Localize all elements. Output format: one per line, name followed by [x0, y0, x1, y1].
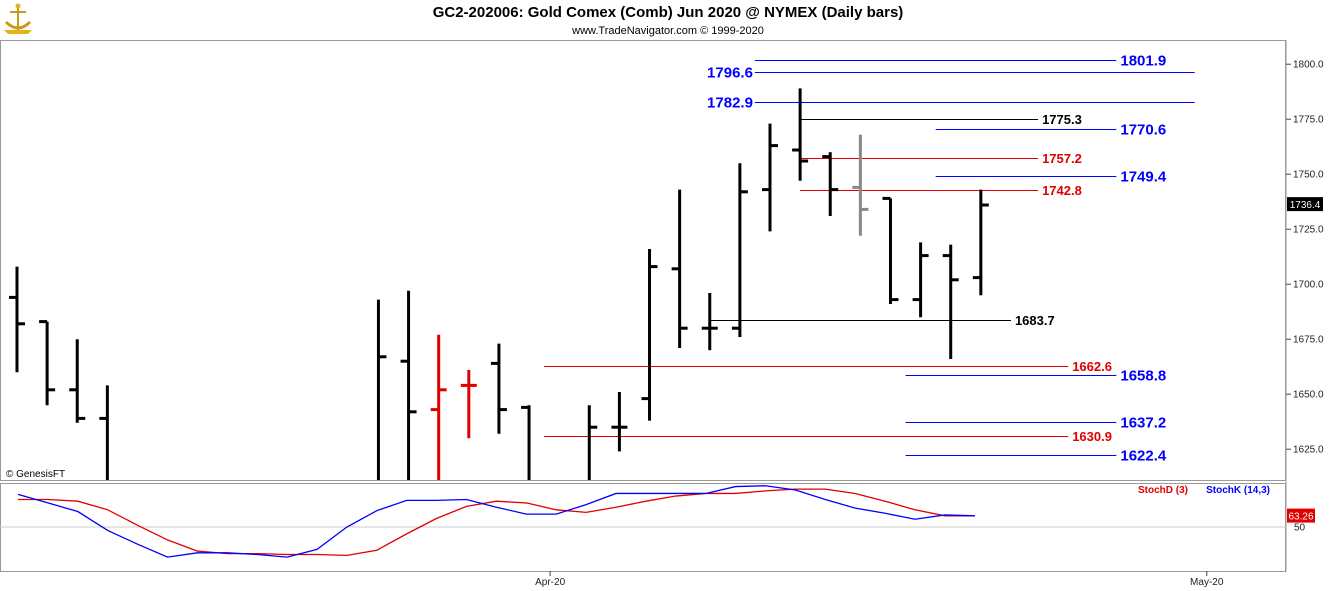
price-axis: 1800.0 1775.0 1750.0 1725.0 1700.0 1675.0 1650… — [1286, 60, 1324, 456]
ohlc-bar — [490, 343, 507, 434]
ohlc-bar — [69, 339, 86, 423]
last-price-label: 1736.4 — [1290, 200, 1321, 211]
ohlc-bar — [942, 244, 959, 359]
y-tick-label: 1800.0 — [1293, 60, 1324, 71]
ohlc-bar — [611, 392, 628, 452]
level-label: 1770.6 — [1120, 122, 1166, 139]
ohlc-bar — [430, 334, 447, 480]
level-label: 1749.4 — [1120, 169, 1167, 186]
stoch-value-box — [1287, 508, 1315, 523]
ohlc-bar — [587, 405, 598, 480]
y-tick-label: 1725.0 — [1293, 225, 1324, 236]
ohlc-bar — [400, 290, 417, 480]
level-label: 1637.2 — [1120, 415, 1166, 432]
chart-subtitle: www.TradeNavigator.com © 1999-2020 — [571, 25, 764, 37]
ohlc-bar — [521, 405, 531, 480]
legend-stochk: StochK (14,3) — [1206, 485, 1270, 496]
level-label: 1683.7 — [1015, 313, 1055, 328]
stoch-series-line — [18, 488, 975, 557]
y-tick-label: 1750.0 — [1293, 170, 1324, 181]
last-price-marker: 1736.4 — [1287, 197, 1323, 212]
ship-logo-icon — [4, 3, 32, 34]
ohlc-bar — [852, 134, 869, 236]
ohlc-bar — [376, 299, 387, 480]
stoch-value-label: 63.26 — [1288, 512, 1313, 523]
ohlc-bar — [912, 242, 929, 318]
ohlc-bar — [671, 189, 688, 348]
level-label: 1757.2 — [1042, 151, 1082, 166]
price-bars — [9, 88, 989, 480]
y-tick-label: 1650.0 — [1293, 390, 1324, 401]
ohlc-bar — [882, 196, 899, 304]
level-label: 1782.9 — [707, 95, 753, 112]
ohlc-bar — [9, 266, 25, 373]
ohlc-bar — [762, 123, 778, 232]
ohlc-bar — [99, 385, 109, 480]
y-tick-label: 1625.0 — [1293, 445, 1324, 456]
ohlc-bar — [972, 189, 989, 296]
level-label: 1801.9 — [1120, 53, 1166, 70]
stoch-tick-label: 50 — [1294, 523, 1306, 534]
level-label: 1662.6 — [1072, 359, 1112, 374]
ohlc-bar — [701, 293, 718, 351]
level-label: 1742.8 — [1042, 183, 1082, 198]
y-tick-label: 1700.0 — [1293, 280, 1324, 291]
last-price-box — [1287, 197, 1323, 212]
chart-title: GC2-202006: Gold Comex (Comb) Jun 2020 @… — [433, 4, 904, 21]
legend-stochd: StochD (3) — [1138, 485, 1188, 496]
ohlc-bar — [822, 152, 839, 216]
ohlc-bar — [39, 320, 56, 406]
level-label: 1630.9 — [1072, 429, 1112, 444]
level-label: 1658.8 — [1120, 368, 1166, 385]
level-lines: 1801.9 1796.6 1782.9 1775.3 1770.6 1757.2 1749… — [544, 53, 1195, 465]
ohlc-bar — [460, 370, 477, 439]
level-label: 1796.6 — [707, 65, 753, 82]
level-label: 1622.4 — [1120, 448, 1167, 465]
copyright-label: © GenesisFT — [6, 469, 65, 480]
x-tick-label: Apr-20 — [535, 577, 565, 588]
x-tick-label: May-20 — [1190, 577, 1224, 588]
stoch-series-line — [17, 485, 975, 558]
price-pane-frame — [0, 40, 1286, 481]
y-tick-label: 1775.0 — [1293, 115, 1324, 126]
level-label: 1775.3 — [1042, 112, 1082, 127]
ohlc-bar — [731, 163, 748, 337]
date-axis: Apr-20 May-20 — [535, 571, 1224, 588]
ohlc-bar — [641, 249, 658, 421]
ohlc-bar — [792, 88, 809, 181]
y-tick-label: 1675.0 — [1293, 335, 1324, 346]
